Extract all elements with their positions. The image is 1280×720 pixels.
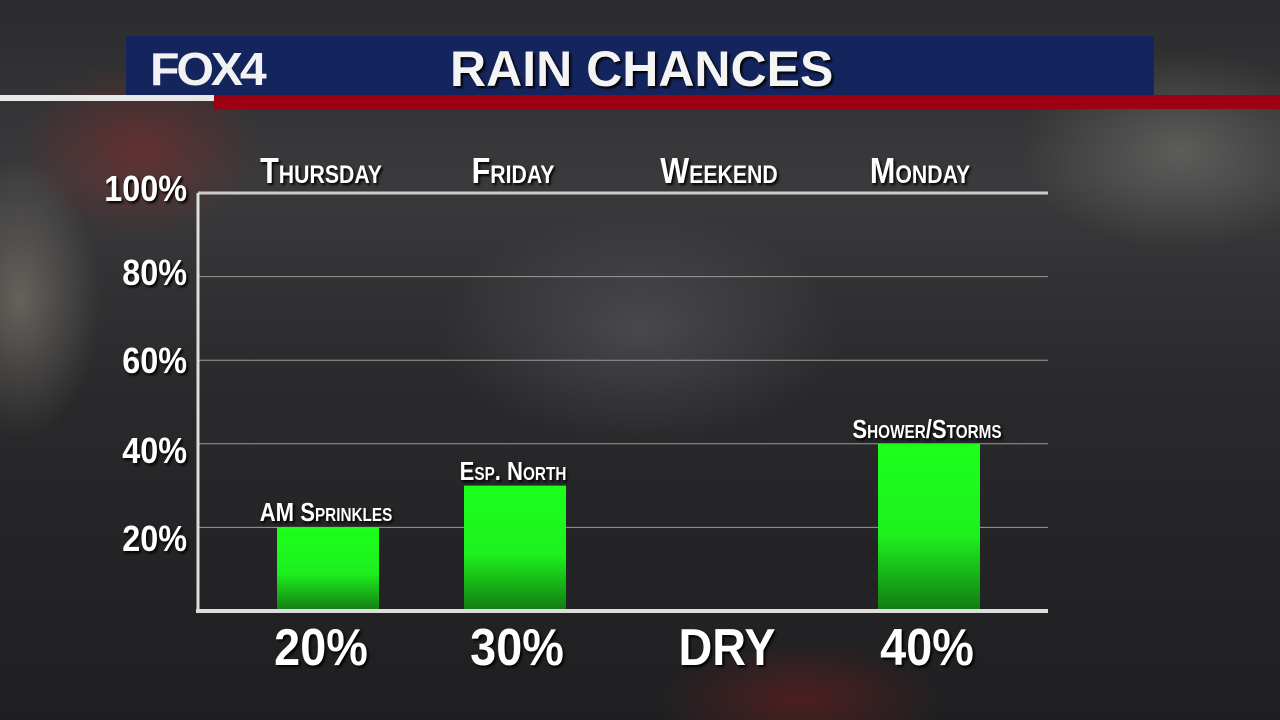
value-label: 30%	[470, 619, 564, 677]
category-label: Friday	[471, 150, 555, 191]
value-label: 20%	[274, 619, 368, 677]
category-label: Monday	[869, 150, 971, 191]
y-tick-label: 60%	[122, 340, 187, 381]
bar	[878, 443, 980, 611]
y-tick-label: 80%	[122, 252, 187, 293]
value-label: 40%	[880, 619, 974, 677]
fox4-logo: FOX4	[150, 43, 267, 95]
white-accent-line	[0, 95, 214, 101]
bar-annotation: AM Sprinkles	[259, 497, 393, 528]
red-accent-line	[214, 95, 1280, 109]
y-tick-label: 20%	[122, 518, 187, 559]
y-tick-label: 40%	[122, 430, 187, 471]
chart-title: RAIN CHANCES	[450, 41, 834, 97]
category-label: Thursday	[260, 150, 382, 191]
bar	[277, 527, 379, 611]
bar-annotation: Esp. North	[459, 455, 567, 486]
bar-annotation: Shower/Storms	[852, 413, 1002, 444]
bar	[464, 485, 566, 611]
category-label: Weekend	[660, 150, 778, 191]
value-label: DRY	[678, 619, 776, 677]
y-tick-label: 100%	[104, 168, 187, 209]
header-banner	[126, 36, 1154, 95]
